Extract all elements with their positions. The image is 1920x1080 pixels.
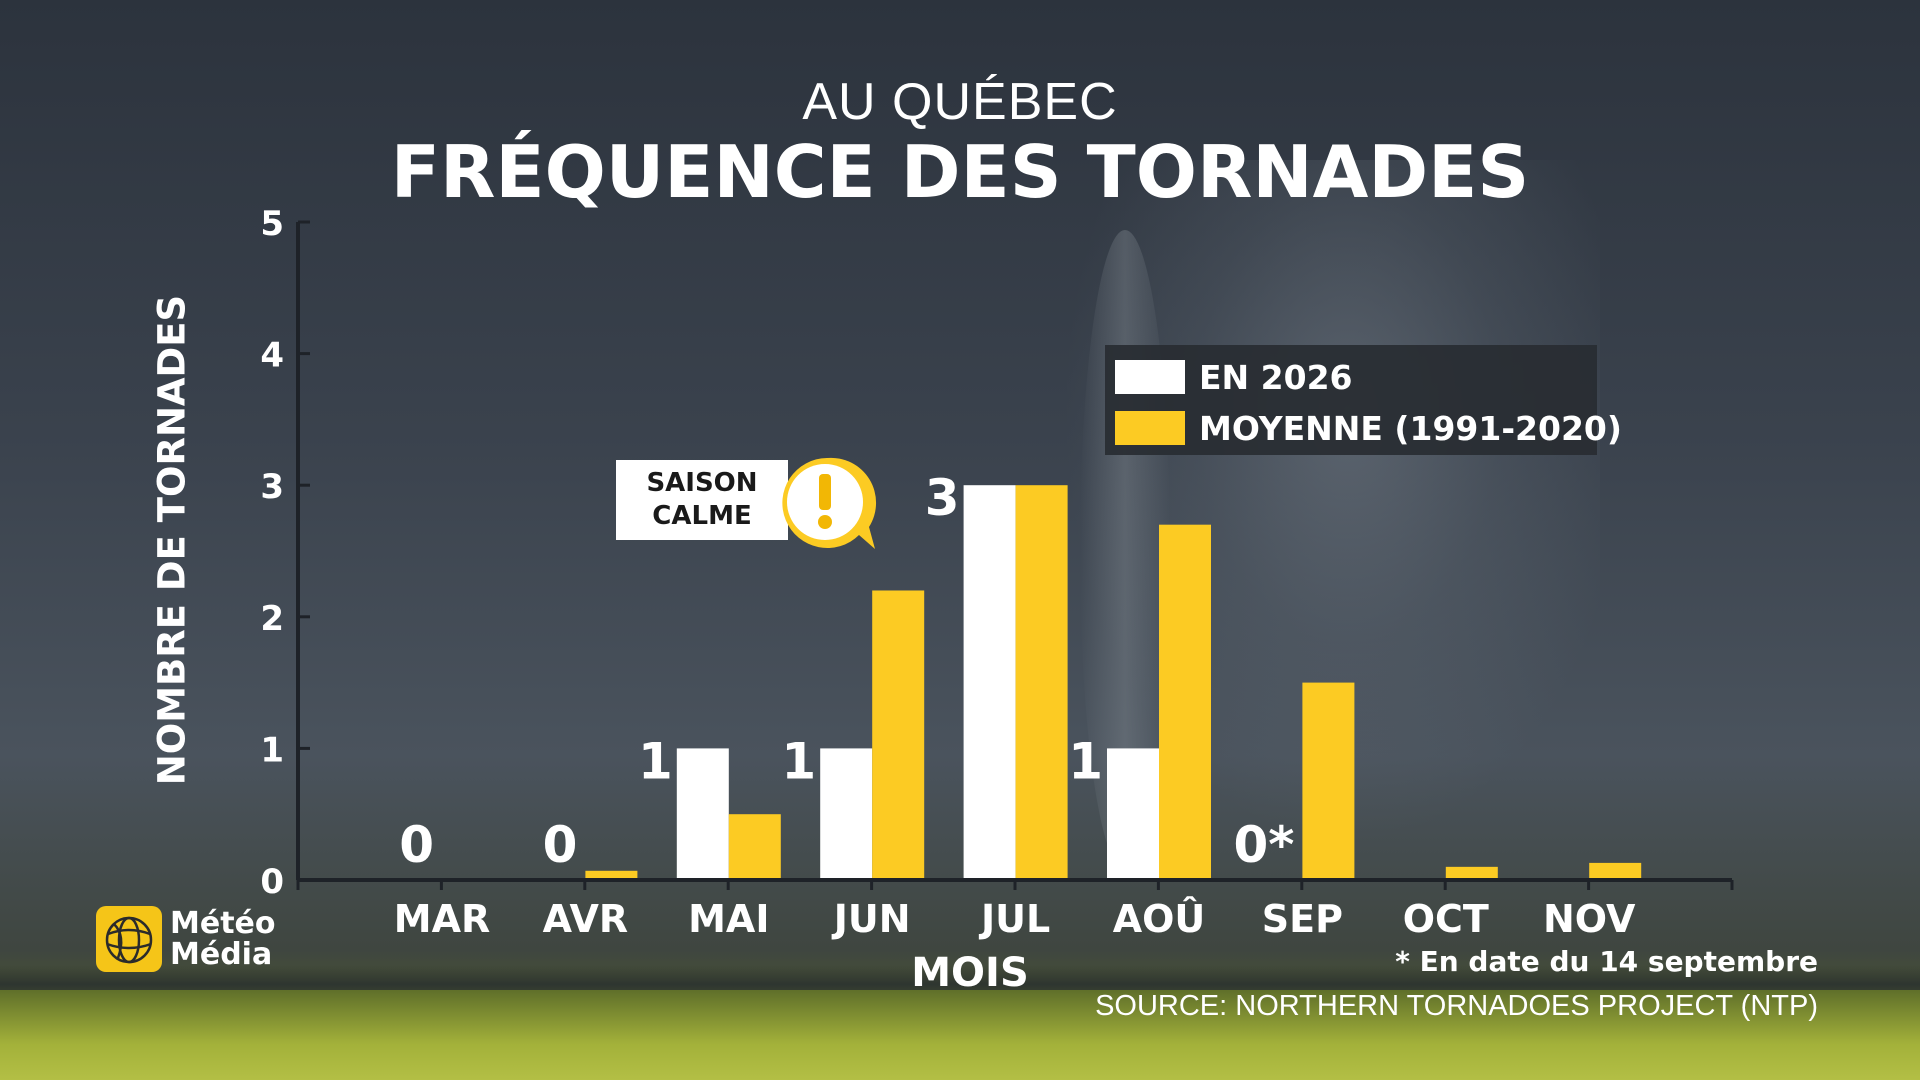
- data-label-current: 0*: [1233, 816, 1294, 874]
- source-note: SOURCE: NORTHERN TORNADOES PROJECT (NTP): [1095, 990, 1818, 1022]
- bar-average: [872, 590, 925, 880]
- field-image: [0, 990, 1920, 1080]
- bar-average: [728, 814, 781, 880]
- x-tick-label: NOV: [1543, 897, 1636, 941]
- callout-line-2: CALME: [652, 501, 752, 531]
- bar-average: [1302, 682, 1355, 880]
- legend-swatch-average: [1115, 411, 1185, 445]
- x-tick-label: MAR: [394, 897, 490, 941]
- data-label-current: 0: [543, 816, 578, 874]
- x-tick-label: AVR: [543, 897, 629, 941]
- chart-subtitle: AU QUÉBEC: [802, 73, 1118, 131]
- legend-label-current: EN 2026: [1199, 357, 1353, 397]
- legend-label-average: MOYENNE (1991-2020): [1199, 408, 1622, 448]
- y-tick-label: 2: [260, 599, 284, 639]
- bar-average: [1159, 524, 1211, 880]
- legend-item-average: MOYENNE (1991-2020): [1115, 408, 1622, 448]
- x-axis-label: MOIS: [911, 950, 1029, 996]
- footnote: * En date du 14 septembre: [1395, 945, 1818, 978]
- y-axis-label: NOMBRE DE TORNADES: [150, 294, 194, 786]
- data-label-current: 1: [781, 732, 816, 790]
- chart-title: FRÉQUENCE DES TORNADES: [390, 130, 1530, 214]
- y-tick-label: 5: [260, 204, 284, 244]
- x-tick-label: OCT: [1403, 897, 1489, 941]
- logo-line-1: Météo: [170, 906, 276, 941]
- x-tick-label: JUN: [831, 897, 911, 941]
- bar-average: [1015, 485, 1068, 880]
- data-label-current: 1: [638, 732, 673, 790]
- data-label-current: 1: [1068, 732, 1103, 790]
- x-tick-label: MAI: [688, 897, 769, 941]
- logo-line-2: Média: [170, 937, 273, 972]
- callout-line-1: SAISON: [646, 468, 758, 498]
- bar-current: [963, 485, 1016, 880]
- bar-average: [1589, 862, 1642, 880]
- legend: EN 2026 MOYENNE (1991-2020): [1105, 345, 1622, 455]
- data-label-current: 3: [925, 469, 960, 527]
- x-tick-label: AOÛ: [1113, 897, 1206, 941]
- bar-current: [676, 748, 729, 880]
- meteomedia-logo: Météo Média: [96, 906, 276, 978]
- y-tick-label: 4: [260, 336, 284, 376]
- data-label-current: 0: [399, 816, 434, 874]
- bar-current: [820, 748, 873, 880]
- warning-exclamation-icon: [782, 457, 877, 549]
- globe-logo-icon: [96, 906, 162, 972]
- x-tick-label: SEP: [1262, 897, 1343, 941]
- logo-text: Météo Média: [170, 908, 276, 970]
- y-tick-label: 0: [260, 862, 284, 902]
- y-tick-label: 3: [260, 467, 284, 507]
- bar-current: [1107, 748, 1159, 880]
- legend-swatch-current: [1115, 360, 1185, 394]
- bar-average: [585, 870, 638, 880]
- y-tick-label: 1: [260, 730, 284, 770]
- legend-item-current: EN 2026: [1115, 357, 1353, 397]
- callout-quiet-season: SAISON CALME: [616, 460, 788, 540]
- x-tick-label: JUL: [978, 897, 1050, 941]
- bar-average: [1445, 866, 1498, 880]
